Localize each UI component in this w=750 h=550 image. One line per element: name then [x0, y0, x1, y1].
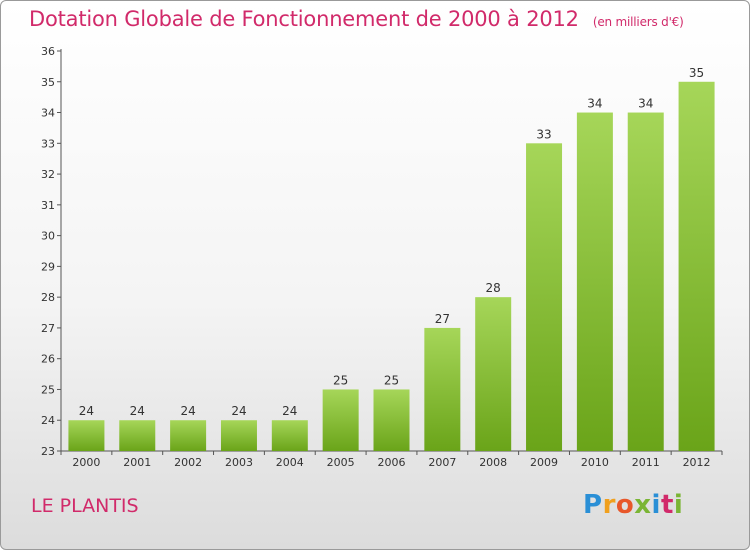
- y-tick-label: 32: [41, 168, 55, 181]
- y-tick-label: 29: [41, 260, 55, 273]
- x-tick-label: 2007: [428, 456, 456, 469]
- x-tick-label: 2006: [378, 456, 406, 469]
- x-tick-label: 2002: [174, 456, 202, 469]
- bar: [678, 81, 715, 452]
- bar: [271, 420, 308, 451]
- y-tick-label: 31: [41, 199, 55, 212]
- x-tick-label: 2011: [632, 456, 660, 469]
- y-tick-label: 36: [41, 45, 55, 58]
- chart-unit: (en milliers d'€): [592, 15, 684, 29]
- data-label: 25: [384, 373, 399, 387]
- y-tick-label: 23: [41, 445, 55, 458]
- x-tick-label: 2005: [327, 456, 355, 469]
- proxiti-logo: Proxiti: [583, 490, 684, 520]
- axes: 23 24 25 26 27 28 29 30 31 32 33 34 35 36 2000 2001 2002…: [41, 45, 723, 469]
- y-tick-label: 27: [41, 322, 55, 335]
- x-tick-label: 2008: [479, 456, 507, 469]
- chart-title-text: Dotation Globale de Fonctionnement de 20…: [29, 7, 579, 31]
- chart-title: Dotation Globale de Fonctionnement de 20…: [29, 7, 684, 31]
- data-label: 33: [536, 127, 551, 141]
- data-label: 34: [638, 97, 653, 111]
- data-label: 24: [79, 404, 94, 418]
- x-tick-label: 2009: [530, 456, 558, 469]
- x-tick-label: 2004: [276, 456, 304, 469]
- bar: [68, 420, 105, 451]
- bar: [373, 389, 410, 451]
- y-tick-label: 30: [41, 230, 55, 243]
- bar: [119, 420, 156, 451]
- y-tick-label: 33: [41, 137, 55, 150]
- bar: [424, 327, 461, 451]
- x-tick-label: 2003: [225, 456, 253, 469]
- bar: [526, 143, 563, 452]
- data-label: 35: [689, 66, 704, 80]
- data-label: 27: [435, 312, 450, 326]
- x-tick-label: 2001: [123, 456, 151, 469]
- y-tick-label: 25: [41, 383, 55, 396]
- data-label: 24: [130, 404, 145, 418]
- y-tick-label: 28: [41, 291, 55, 304]
- bar: [170, 420, 207, 451]
- bar: [322, 389, 359, 451]
- bar: [627, 112, 664, 452]
- y-tick-label: 26: [41, 353, 55, 366]
- y-tick-label: 34: [41, 107, 55, 120]
- x-tick-label: 2012: [683, 456, 711, 469]
- data-label: 28: [486, 281, 501, 295]
- data-label: 24: [231, 404, 246, 418]
- bars: [68, 81, 715, 452]
- y-tick-label: 35: [41, 76, 55, 89]
- data-label: 24: [180, 404, 195, 418]
- x-tick-label: 2010: [581, 456, 609, 469]
- data-label: 34: [587, 97, 602, 111]
- data-label: 24: [282, 404, 297, 418]
- x-tick-label: 2000: [72, 456, 100, 469]
- bar: [220, 420, 257, 451]
- bar: [576, 112, 613, 452]
- data-labels: 24 24 24 24 24 25 25 27 28 33 34 34 35: [79, 66, 704, 418]
- data-label: 25: [333, 373, 348, 387]
- y-tick-label: 24: [41, 414, 55, 427]
- bar: [475, 297, 512, 451]
- commune-name: LE PLANTIS: [31, 495, 139, 517]
